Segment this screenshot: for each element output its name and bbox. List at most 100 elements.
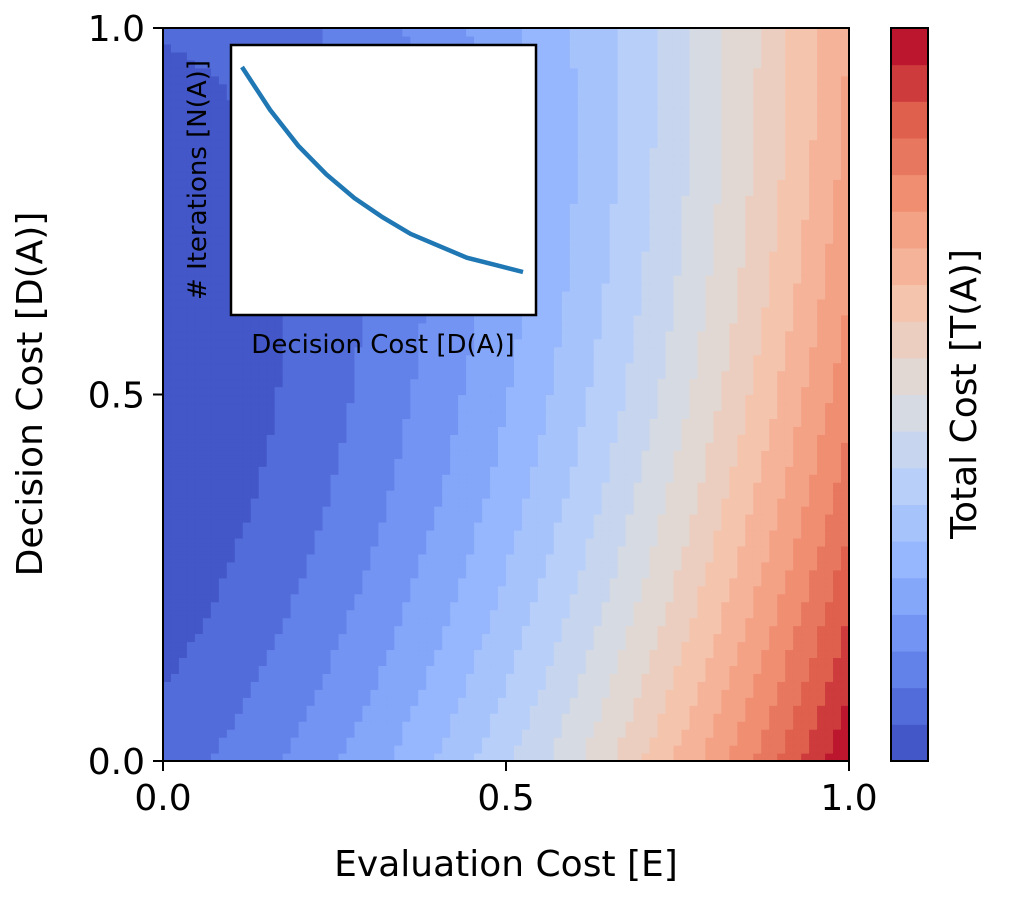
contour-cell [266,561,276,571]
contour-cell [521,721,531,730]
contour-cell [178,545,188,555]
contour-cell [346,314,356,324]
contour-cell [234,577,244,587]
contour-cell [410,521,419,531]
contour-cell [553,195,563,204]
contour-cell [242,466,252,475]
contour-cell [529,330,539,340]
contour-cell [577,211,587,220]
contour-cell [274,482,284,491]
contour-cell [226,418,236,427]
contour-cell [529,482,539,491]
contour-cell [250,514,260,523]
contour-cell [442,402,451,412]
contour-cell [370,506,379,515]
contour-cell [290,737,300,746]
contour-cell [290,338,300,348]
contour-cell [402,426,411,435]
contour-cell [386,442,395,451]
contour-cell [202,131,212,141]
contour-cell [513,657,523,666]
contour-cell [458,593,467,603]
contour-cell [362,474,371,483]
contour-cell [314,418,324,427]
contour-cell [210,410,220,419]
contour-cell [577,282,587,292]
contour-cell [402,561,411,571]
contour-cell [210,219,220,228]
contour-cell [346,657,356,666]
contour-cell [178,633,188,643]
contour-cell [218,545,228,555]
contour-cell [569,697,579,706]
contour-cell [202,370,212,380]
contour-cell [450,577,459,587]
contour-cell [330,585,340,595]
contour-cell [378,641,387,651]
contour-cell [553,418,563,427]
contour-cell [394,514,403,523]
contour-cell [362,330,371,340]
contour-cell [577,753,587,761]
contour-cell [306,35,316,45]
contour-cell [561,187,571,196]
contour-cell [210,314,220,324]
contour-cell [178,314,188,324]
contour-cell [306,450,316,459]
contour-cell [450,641,459,651]
contour-cell [418,561,427,571]
contour-cell [194,577,204,587]
contour-cell [362,585,371,595]
contour-cell [266,593,276,603]
contour-cell [418,601,427,611]
contour-cell [194,585,204,595]
contour-cell [258,514,268,523]
contour-cell [394,553,403,563]
contour-cell [378,506,387,515]
contour-cell [386,585,395,595]
contour-cell [434,729,443,738]
contour-cell [274,721,284,730]
contour-cell [521,418,531,427]
contour-cell [282,394,292,404]
contour-cell [585,498,595,507]
contour-cell [266,442,276,451]
contour-cell [330,330,340,340]
contour-cell [569,545,579,555]
contour-cell [506,378,515,388]
contour-cell [529,537,539,547]
contour-cell [490,577,499,587]
contour-cell [386,434,395,443]
contour-cell [577,115,587,125]
contour-cell [306,545,316,555]
contour-cell [545,450,555,459]
contour-cell [545,203,555,212]
contour-cell [386,545,395,555]
contour-cell [170,155,180,165]
contour-cell [569,123,579,133]
contour-cell [298,28,308,37]
contour-cell [537,641,547,651]
contour-cell [482,28,491,37]
contour-cell [482,529,491,539]
contour-cell [266,458,276,467]
contour-cell [466,617,475,627]
contour-cell [266,681,276,690]
contour-cell [218,203,228,212]
contour-cell [338,402,348,412]
contour-cell [474,35,483,45]
contour-cell [282,514,292,523]
contour-cell [569,179,579,188]
contour-cell [290,506,300,515]
contour-cell [330,514,340,523]
contour-cell [226,354,236,364]
contour-cell [442,641,451,651]
contour-cell [298,609,308,619]
contour-cell [434,697,443,706]
contour-cell [545,633,555,643]
contour-cell [553,553,563,563]
contour-cell [521,681,531,690]
contour-cell [170,67,180,77]
contour-cell [521,641,531,651]
contour-cell [298,705,308,714]
